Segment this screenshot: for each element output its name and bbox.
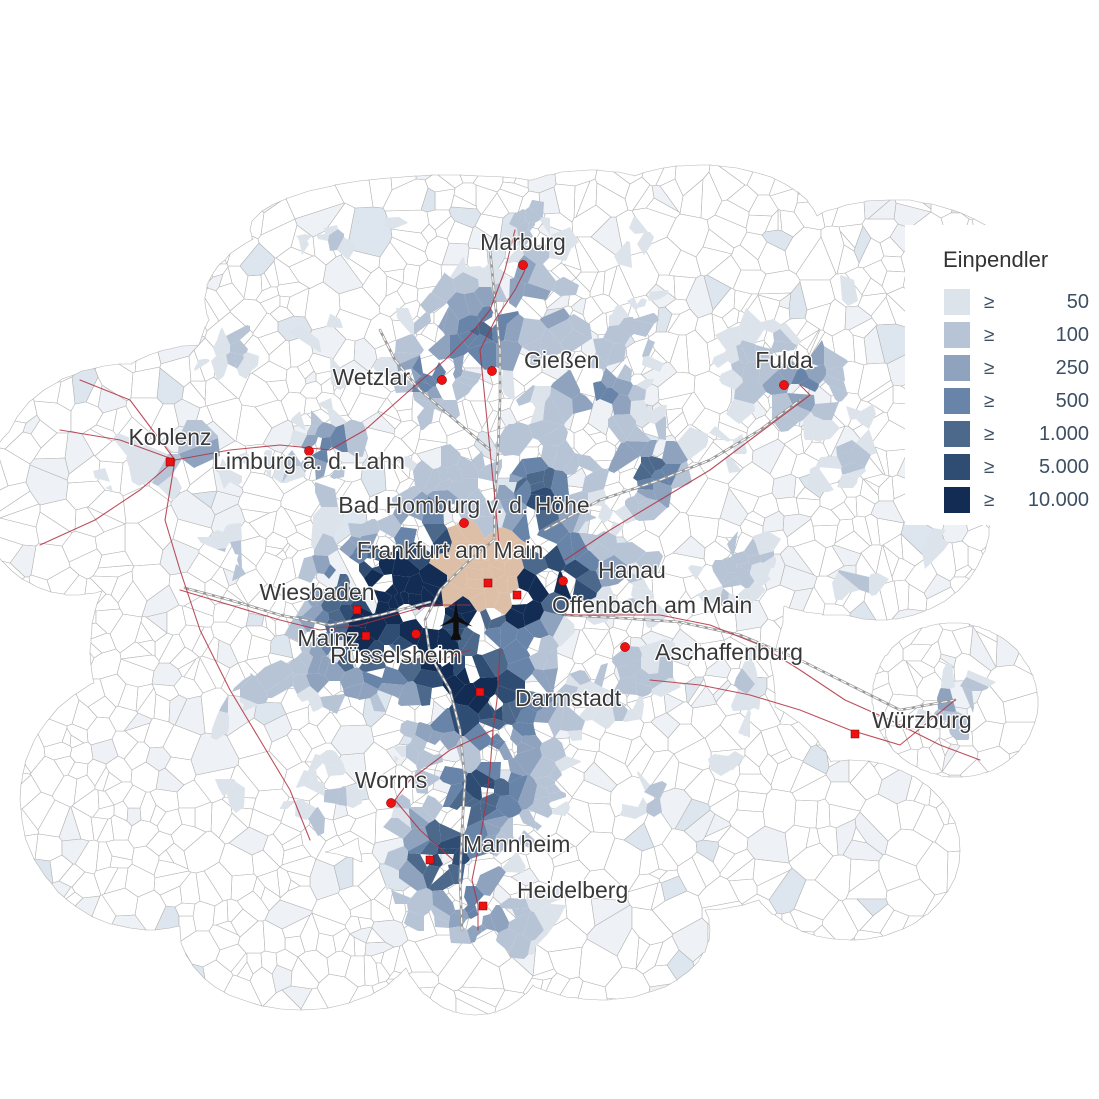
svg-text:250: 250 (1056, 357, 1089, 379)
svg-text:Koblenz: Koblenz (128, 424, 211, 450)
svg-text:Wetzlar: Wetzlar (332, 364, 410, 390)
svg-text:≥: ≥ (984, 358, 994, 379)
svg-text:1.000: 1.000 (1039, 423, 1089, 445)
svg-text:5.000: 5.000 (1039, 456, 1089, 478)
svg-text:Frankfurt am Main: Frankfurt am Main (357, 537, 544, 563)
svg-text:≥: ≥ (984, 391, 994, 412)
svg-text:Offenbach am Main: Offenbach am Main (552, 592, 752, 618)
svg-text:≥: ≥ (984, 292, 994, 313)
svg-text:≥: ≥ (984, 424, 994, 445)
svg-text:Limburg a. d. Lahn: Limburg a. d. Lahn (213, 448, 405, 474)
svg-text:≥: ≥ (984, 457, 994, 478)
svg-text:≥: ≥ (984, 490, 994, 511)
svg-text:Marburg: Marburg (480, 229, 566, 255)
svg-text:Fulda: Fulda (755, 347, 813, 373)
svg-text:Wiesbaden: Wiesbaden (259, 579, 374, 605)
svg-text:Heidelberg: Heidelberg (517, 877, 628, 903)
svg-text:Worms: Worms (355, 767, 427, 793)
svg-text:500: 500 (1056, 390, 1089, 412)
svg-text:Gießen: Gießen (524, 347, 599, 373)
svg-text:Mannheim: Mannheim (463, 831, 570, 857)
svg-text:Würzburg: Würzburg (872, 707, 972, 733)
svg-text:Einpendler: Einpendler (943, 247, 1048, 272)
svg-text:≥: ≥ (984, 325, 994, 346)
svg-text:Aschaffenburg: Aschaffenburg (655, 639, 803, 665)
svg-text:10.000: 10.000 (1028, 489, 1089, 511)
svg-text:Rüsselsheim: Rüsselsheim (330, 642, 462, 668)
svg-text:Bad Homburg v. d. Höhe: Bad Homburg v. d. Höhe (338, 492, 589, 518)
svg-text:Darmstadt: Darmstadt (515, 685, 622, 711)
svg-text:100: 100 (1056, 324, 1089, 346)
svg-text:Hanau: Hanau (598, 557, 666, 583)
svg-text:50: 50 (1067, 291, 1089, 313)
